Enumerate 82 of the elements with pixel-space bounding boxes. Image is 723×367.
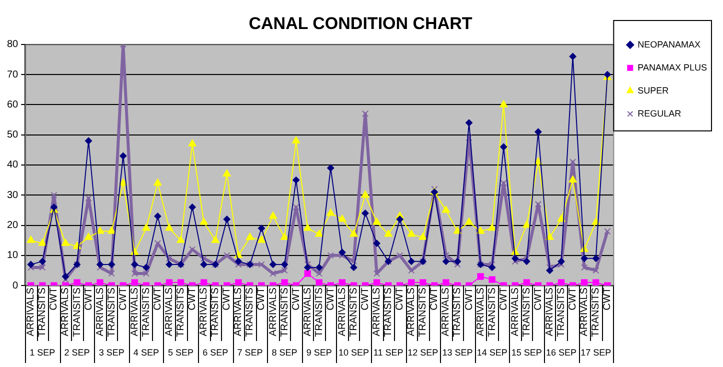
x-tick-label: ARRIVALS — [233, 287, 244, 336]
x-tick-label: ARRIVALS — [60, 287, 72, 336]
x-tick-label: TRANSITS — [140, 287, 152, 338]
legend-label: PANAMAX PLUS — [638, 62, 708, 72]
x-tick-label: TRANSITS — [556, 287, 568, 338]
text: 8 SEP — [272, 347, 298, 358]
x-tick-label: CWT — [429, 288, 440, 310]
x-tick-label: TRANSITS — [176, 287, 187, 338]
text: 5 SEP — [168, 347, 194, 358]
text: 3 SEP — [98, 347, 124, 358]
y-tick-label: 0 — [12, 280, 19, 292]
x-tick-label: ARRIVALS — [94, 287, 106, 336]
x-tick-label: ARRIVALS — [26, 287, 37, 336]
x-tick-label: CWT — [498, 288, 510, 310]
x-tick-label: CWT — [602, 288, 614, 310]
x-tick-label: CWT — [187, 288, 198, 310]
y-tick-label: 70 — [7, 69, 19, 80]
y-tick-label: 50 — [7, 130, 19, 141]
x-tick-label: TRANSITS — [279, 287, 290, 338]
text: 15 SEP — [511, 347, 542, 358]
x-tick-label: TRANSITS — [348, 287, 360, 338]
x-tick-label: TRANSITS — [383, 287, 394, 338]
x-tick-label: TRANSITS — [244, 287, 256, 338]
x-tick-label: CWT — [222, 288, 233, 310]
legend-label: SUPER — [638, 85, 670, 96]
x-tick-label: CWT — [360, 288, 372, 310]
x-tick-label: TRANSITS — [486, 287, 498, 338]
x-tick-label: ARRIVALS — [302, 287, 314, 336]
x-tick-label: CWT — [532, 288, 544, 310]
x-tick-label: ARRIVALS — [510, 287, 521, 336]
x-tick-label: CWT — [464, 288, 475, 310]
x-tick-label: TRANSITS — [72, 287, 83, 338]
x-tick-label: TRANSITS — [37, 287, 48, 338]
text: 9 SEP — [306, 347, 332, 358]
x-tick-label: TRANSITS — [452, 287, 464, 338]
x-tick-label: TRANSITS — [106, 287, 118, 338]
y-tick-label: 20 — [7, 220, 19, 232]
text: 17 SEP — [580, 347, 612, 358]
x-tick-label: ARRIVALS — [336, 287, 348, 336]
text: 12 SEP — [408, 347, 438, 358]
text: 10 SEP — [338, 347, 369, 358]
text: 14 SEP — [476, 347, 508, 358]
legend-label: REGULAR — [638, 108, 682, 118]
text: 2 SEP — [64, 347, 90, 358]
x-tick-label: CWT — [256, 288, 268, 310]
text: 11 SEP — [373, 347, 404, 358]
x-tick-label: TRANSITS — [521, 287, 532, 338]
x-tick-label: ARRIVALS — [579, 287, 590, 336]
x-tick-label: ARRIVALS — [164, 287, 175, 336]
x-tick-label: CWT — [152, 288, 164, 310]
y-tick-label: 30 — [7, 190, 19, 201]
y-tick-label: 60 — [7, 99, 19, 110]
text: 6 SEP — [202, 347, 228, 358]
y-tick-label: 40 — [7, 160, 19, 171]
x-tick-label: CWT — [48, 288, 60, 310]
x-tick-label: ARRIVALS — [198, 287, 210, 336]
text: 1 SEP — [30, 347, 56, 358]
x-tick-label: CWT — [325, 288, 336, 310]
x-tick-label: ARRIVALS — [475, 287, 486, 336]
x-tick-label: ARRIVALS — [129, 287, 140, 336]
x-tick-label: CWT — [394, 288, 406, 310]
legend-label: NEOPANAMAX — [638, 39, 701, 50]
x-tick-label: TRANSITS — [210, 287, 222, 338]
y-tick-label: 10 — [7, 250, 19, 262]
x-tick-label: ARRIVALS — [372, 287, 383, 336]
x-tick-label: ARRIVALS — [440, 287, 452, 336]
text: 16 SEP — [546, 347, 577, 358]
text: 13 SEP — [442, 347, 473, 358]
y-tick-label: 80 — [7, 39, 19, 50]
text: 4 SEP — [133, 347, 159, 358]
x-tick-label: ARRIVALS — [406, 287, 418, 336]
x-tick-label: CWT — [118, 288, 129, 310]
x-tick-label: ARRIVALS — [268, 287, 279, 336]
x-tick-label: TRANSITS — [590, 287, 602, 338]
x-tick-label: CWT — [83, 288, 94, 310]
text: 7 SEP — [237, 347, 263, 358]
x-tick-label: TRANSITS — [314, 287, 325, 338]
chart-title: CANAL CONDITION CHART — [248, 14, 473, 33]
x-tick-label: CWT — [568, 288, 579, 310]
x-tick-label: TRANSITS — [418, 287, 429, 338]
x-tick-label: CWT — [290, 288, 302, 310]
x-tick-label: ARRIVALS — [544, 287, 556, 336]
